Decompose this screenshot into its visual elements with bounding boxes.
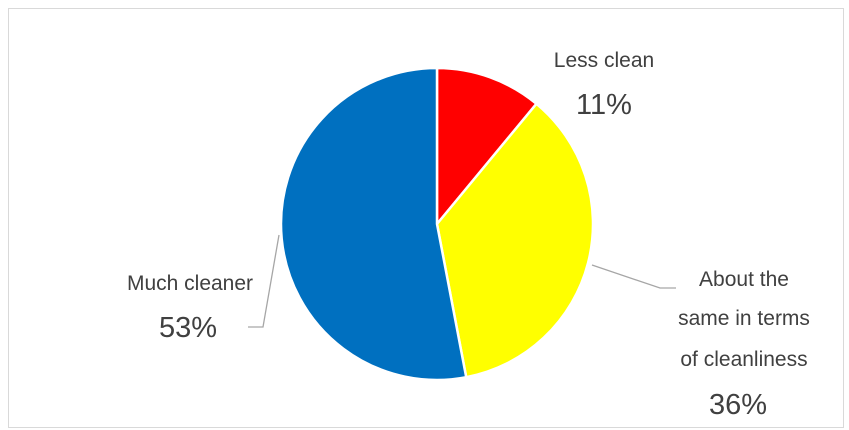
pie-slices (281, 68, 593, 380)
label-about-same-line-2: same in terms (678, 307, 810, 330)
label-much-cleaner-pct: 53% (159, 312, 217, 344)
label-less-clean-name: Less clean (554, 49, 654, 72)
leader-line-about-same (592, 265, 676, 288)
label-about-same-line-3: of cleanliness (680, 348, 807, 371)
label-about-same: About the same in terms of cleanliness 3… (678, 268, 810, 421)
label-much-cleaner-name: Much cleaner (127, 272, 253, 295)
label-less-clean: Less clean 11% (554, 49, 654, 121)
label-about-same-line-1: About the (699, 268, 789, 291)
label-about-same-pct: 36% (709, 389, 767, 421)
label-much-cleaner: Much cleaner 53% (127, 272, 253, 344)
label-less-clean-pct: 11% (576, 89, 632, 121)
